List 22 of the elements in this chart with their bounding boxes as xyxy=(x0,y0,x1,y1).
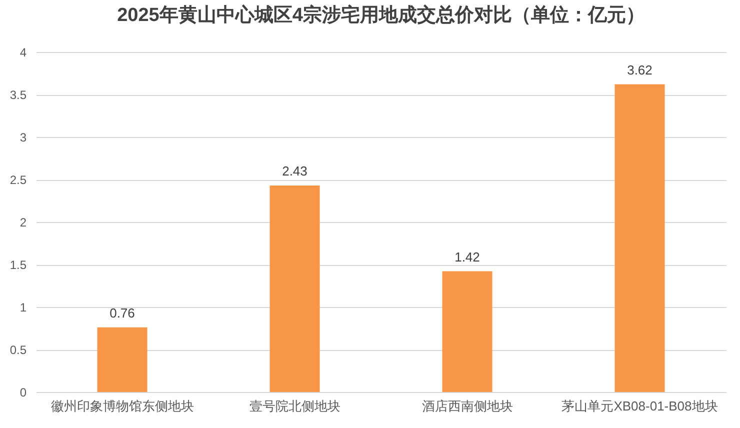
y-tick-label: 2.5 xyxy=(10,173,27,187)
data-label: 0.76 xyxy=(110,305,135,320)
bar xyxy=(97,327,148,392)
y-tick-label: 4 xyxy=(20,46,27,60)
bar xyxy=(614,84,665,392)
data-label: 3.62 xyxy=(627,62,652,78)
data-label: 2.43 xyxy=(282,163,308,178)
y-tick-label: 1.5 xyxy=(10,258,27,272)
y-tick-label: 1 xyxy=(20,300,27,314)
y-tick-label: 3 xyxy=(20,130,27,144)
chart-title: 2025年黄山中心城区4宗涉宅用地成交总价对比（单位：亿元） xyxy=(117,4,645,26)
y-tick-label: 2 xyxy=(20,216,27,230)
data-label: 1.42 xyxy=(454,249,480,264)
y-tick-label: 0.5 xyxy=(10,343,27,357)
x-tick-label: 茅山单元XB08-01-B08地块 xyxy=(562,398,718,414)
bar xyxy=(442,271,492,392)
bar xyxy=(270,185,320,392)
x-tick-label: 壹号院北侧地块 xyxy=(249,398,340,414)
x-tick-label: 徽州印象博物馆东侧地块 xyxy=(50,398,194,414)
y-tick-label: 3.5 xyxy=(10,88,27,102)
y-tick-label: 0 xyxy=(20,386,27,400)
x-tick-label: 酒店西南侧地块 xyxy=(422,398,513,414)
